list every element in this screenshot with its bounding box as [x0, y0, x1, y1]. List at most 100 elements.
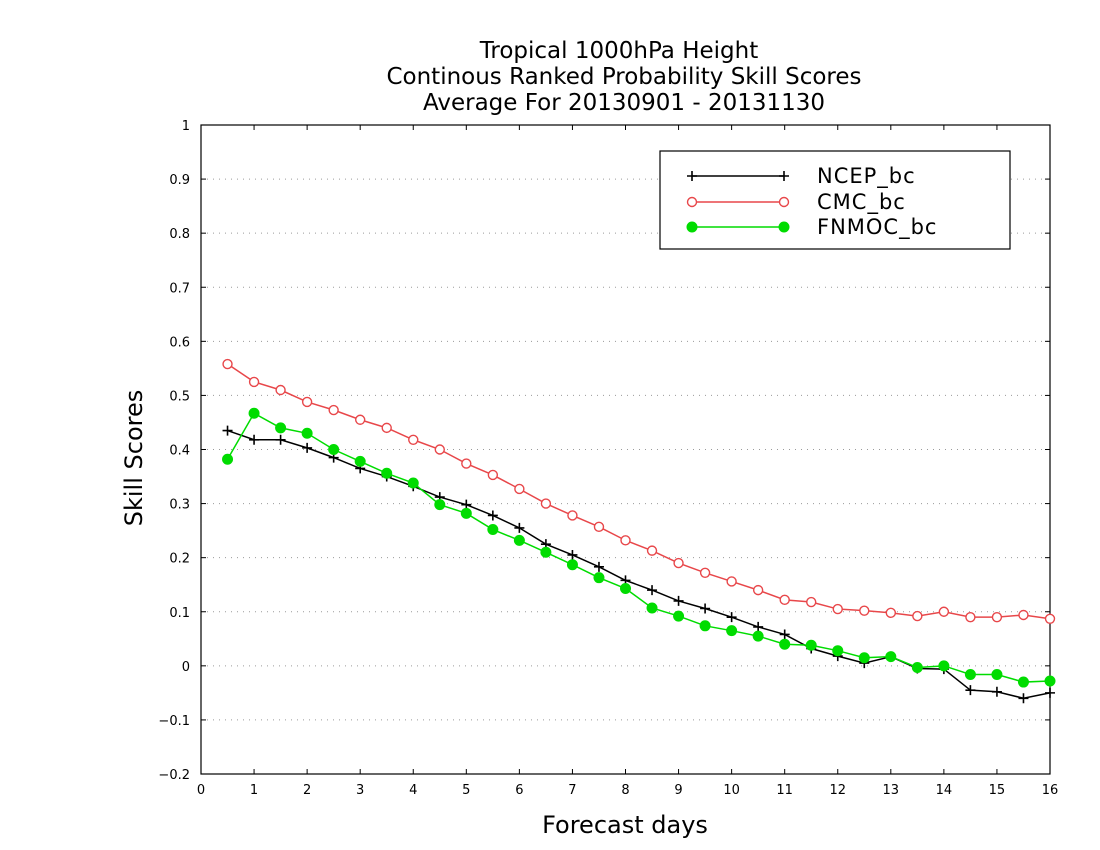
y-tick-label: −0.2 — [158, 768, 190, 783]
data-point — [407, 477, 419, 489]
x-tick-label: 2 — [303, 783, 311, 798]
x-tick-label: 11 — [776, 783, 793, 798]
data-point — [647, 585, 658, 596]
data-point — [964, 668, 976, 680]
data-point — [726, 625, 738, 637]
data-point — [673, 610, 685, 622]
data-point — [593, 561, 604, 572]
y-tick-label: 0.8 — [169, 227, 190, 242]
data-point — [805, 639, 817, 651]
data-point — [699, 567, 711, 579]
data-point — [540, 498, 552, 509]
data-point — [779, 629, 790, 640]
data-point — [991, 668, 1003, 680]
x-tick-label: 4 — [409, 783, 417, 798]
data-point — [938, 660, 950, 672]
data-point — [1018, 609, 1029, 621]
data-point — [248, 407, 260, 419]
data-point — [249, 434, 260, 445]
x-tick-label: 6 — [515, 783, 523, 798]
data-point — [593, 521, 605, 533]
series-cmc-bc — [222, 358, 1056, 624]
x-tick-label: 15 — [989, 783, 1006, 798]
x-tick-label: 9 — [674, 783, 682, 798]
data-point — [354, 414, 366, 425]
data-point — [460, 507, 472, 519]
x-tick-label: 7 — [568, 783, 576, 798]
x-tick-label: 12 — [829, 783, 846, 798]
y-tick-label: 0.6 — [169, 335, 190, 350]
data-point — [1044, 613, 1056, 624]
data-point — [301, 427, 313, 439]
data-point — [991, 686, 1002, 697]
data-point — [753, 621, 764, 632]
data-point — [620, 582, 631, 594]
y-tick-label: 0.2 — [169, 552, 190, 567]
data-point — [858, 652, 870, 664]
data-point — [275, 422, 287, 434]
data-point — [806, 596, 817, 608]
legend-marker — [686, 196, 698, 208]
legend-marker — [779, 171, 789, 181]
data-point — [1045, 687, 1055, 698]
data-point — [700, 603, 711, 614]
legend-marker — [778, 221, 790, 233]
data-point — [381, 467, 393, 479]
legend-label: NCEP_bc — [817, 164, 916, 189]
data-point — [222, 453, 234, 465]
data-point — [965, 611, 976, 623]
y-tick-label: 0.9 — [169, 173, 190, 188]
x-tick-label: 8 — [621, 783, 629, 798]
series-layer — [222, 358, 1056, 704]
data-point — [752, 630, 764, 642]
data-point — [540, 546, 552, 558]
x-tick-label: 13 — [883, 783, 900, 798]
data-point — [487, 524, 499, 536]
y-tick-label: 0.7 — [169, 281, 190, 296]
data-point — [381, 422, 392, 434]
data-point — [779, 638, 791, 650]
legend-box — [659, 150, 1011, 250]
data-point — [248, 376, 260, 388]
x-tick-label: 1 — [250, 783, 258, 798]
x-tick-label: 5 — [462, 783, 470, 798]
data-point — [275, 434, 286, 445]
data-point — [434, 499, 446, 511]
data-point — [567, 549, 578, 560]
y-tick-label: 1 — [182, 119, 190, 134]
data-point — [620, 535, 631, 546]
x-axis: 0 1 2 3 4 5 6 7 8 9 10 11 12 13 14 15 16 — [197, 125, 1058, 798]
legend-marker — [687, 171, 697, 181]
data-point — [646, 545, 658, 556]
data-point — [859, 605, 870, 616]
data-point — [513, 534, 525, 546]
data-point — [885, 651, 897, 663]
data-point — [487, 510, 498, 521]
data-point — [673, 557, 684, 569]
data-point — [832, 645, 844, 657]
data-point — [354, 455, 366, 467]
data-point — [912, 610, 923, 622]
data-point — [673, 595, 684, 606]
legend-label: CMC_bc — [817, 190, 906, 215]
data-point — [302, 442, 313, 453]
x-axis-label: Forecast days — [542, 811, 708, 839]
legend-marker — [778, 196, 790, 208]
data-point — [779, 594, 790, 606]
y-tick-label: 0.5 — [169, 389, 190, 404]
data-point — [938, 606, 950, 617]
y-tick-label: 0.1 — [169, 606, 190, 621]
data-point — [726, 576, 737, 587]
series-line — [226, 412, 1051, 683]
y-tick-label: 0.4 — [169, 444, 190, 459]
x-tick-label: 14 — [936, 783, 953, 798]
data-point — [222, 425, 233, 436]
data-point — [461, 458, 472, 469]
data-point — [434, 444, 445, 455]
series-ncep-bc — [222, 425, 1055, 704]
chart-title: Tropical 1000hPa Height Continous Ranked… — [386, 38, 861, 116]
data-point — [885, 607, 897, 619]
x-tick-label: 3 — [356, 783, 364, 798]
data-point — [1017, 676, 1029, 688]
